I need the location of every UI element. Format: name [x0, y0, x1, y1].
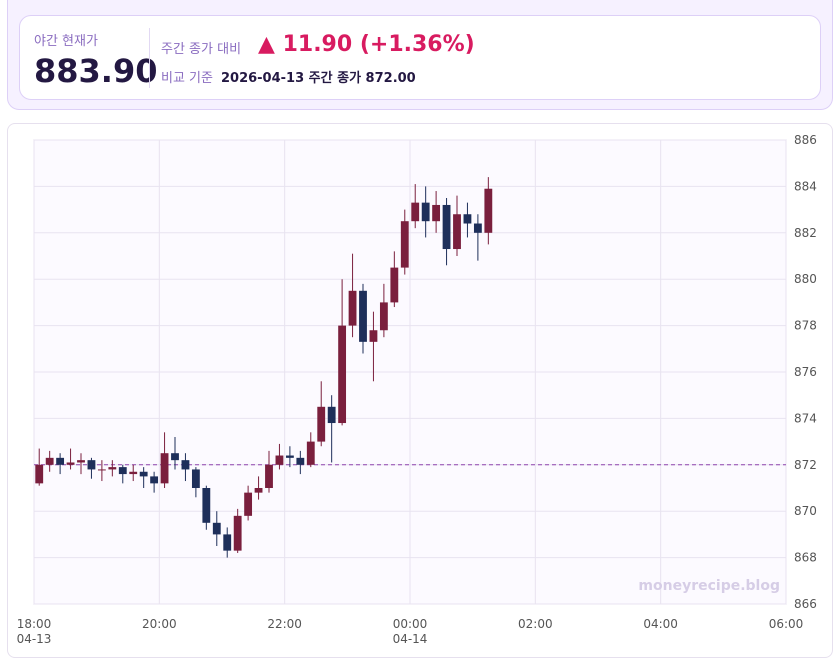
candle-body: [348, 290, 357, 326]
candle-body: [223, 534, 232, 551]
x-tick-label: 18:00: [17, 617, 52, 631]
x-tick-date: 04-14: [393, 632, 428, 646]
candle-body: [432, 204, 441, 222]
candle-body: [379, 302, 388, 331]
candle-body: [484, 188, 493, 233]
candle-body: [129, 471, 138, 475]
candle-body: [181, 460, 190, 470]
candle-body: [233, 515, 242, 551]
candle-body: [56, 457, 65, 465]
candle-body: [191, 469, 200, 488]
y-tick-label: 880: [794, 272, 817, 286]
candle-body: [463, 214, 472, 224]
candle-body: [390, 267, 399, 303]
candle-body: [421, 202, 430, 222]
candle-body: [400, 221, 409, 268]
y-tick-label: 882: [794, 226, 817, 240]
candlestick-chart: 86686887087287487687888088288488618:0004…: [17, 133, 817, 646]
y-tick-label: 874: [794, 411, 817, 425]
candle-body: [254, 488, 263, 493]
chart-container: 866 868 870 872 874 876 878 880 882 884 886 18:00 04…: [7, 123, 833, 658]
candle-body: [306, 441, 315, 465]
y-tick-label: 884: [794, 179, 817, 193]
candle-body: [35, 464, 44, 484]
candle-body: [87, 460, 96, 470]
compare-label: 주간 종가 대비: [161, 42, 242, 57]
y-tick-label: 886: [794, 133, 817, 147]
y-tick-label: 868: [794, 551, 817, 565]
candle-body: [317, 406, 326, 442]
x-tick-label: 00:00: [393, 617, 428, 631]
candle-body: [327, 406, 336, 424]
candle-body: [296, 457, 305, 465]
night-price-label: 야간 현재가: [34, 34, 98, 49]
candle-body: [275, 455, 284, 465]
candle-body: [171, 453, 179, 461]
y-tick-label: 870: [794, 504, 817, 518]
candle-body: [369, 330, 378, 342]
base-row: 비교 기준 2026-04-13 주간 종가 872.00: [161, 67, 416, 86]
y-tick-label: 878: [794, 319, 817, 333]
candle-body: [411, 202, 420, 222]
candle-body: [244, 492, 253, 516]
candle-body: [77, 460, 85, 463]
x-tick-label: 22:00: [267, 617, 302, 631]
candle-body: [139, 471, 148, 477]
candle-body: [453, 214, 461, 250]
candle-body: [66, 462, 75, 465]
x-tick-label: 06:00: [769, 617, 804, 631]
candle-body: [150, 476, 159, 484]
base-value: 2026-04-13 주간 종가 872.00: [220, 71, 416, 86]
candle-body: [442, 204, 451, 250]
night-price: 883.90: [34, 52, 158, 90]
watermark: moneyrecipe.blog: [638, 578, 780, 594]
y-tick-label: 872: [794, 458, 817, 472]
y-tick-label: 866: [794, 597, 817, 611]
candle-body: [118, 467, 127, 475]
x-tick-label: 20:00: [142, 617, 177, 631]
price-card: 야간 현재가 883.90 주간 종가 대비 ▲ 11.90 (+1.36%) …: [19, 15, 821, 100]
candle-body: [285, 455, 294, 458]
candle-body: [359, 290, 367, 342]
candle-body: [108, 467, 117, 470]
candle-body: [338, 325, 347, 424]
candle-body: [97, 469, 106, 471]
candle-body: [473, 223, 482, 233]
change-value: ▲ 11.90 (+1.36%): [258, 32, 475, 57]
candle-body: [160, 453, 169, 484]
candle-body: [202, 488, 211, 523]
y-tick-label: 876: [794, 365, 817, 379]
candle-body: [265, 464, 273, 488]
candle-body: [212, 522, 221, 535]
x-tick-date: 04-13: [17, 632, 52, 646]
divider: [149, 28, 150, 88]
candle-body: [45, 457, 54, 465]
base-label: 비교 기준: [161, 71, 213, 86]
x-tick-label: 02:00: [518, 617, 553, 631]
x-tick-label: 04:00: [643, 617, 678, 631]
